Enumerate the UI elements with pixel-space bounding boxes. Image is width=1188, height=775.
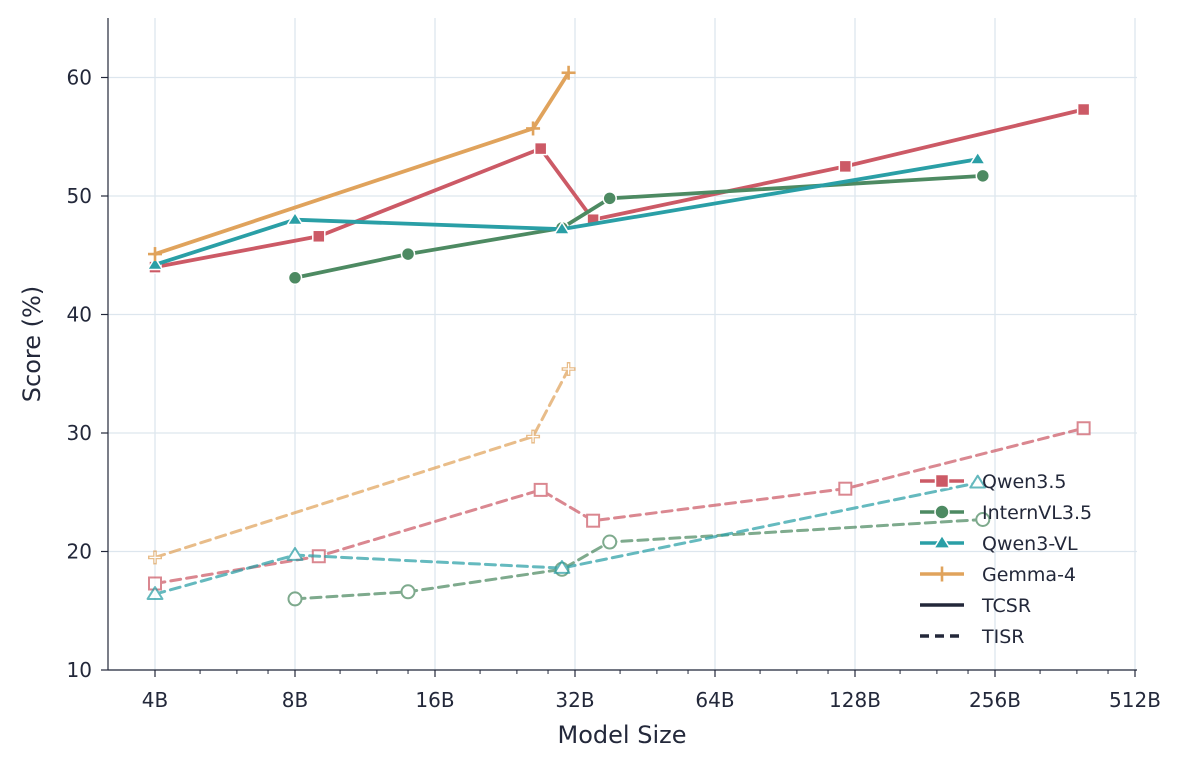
legend-item-internvl3-5: InternVL3.5 <box>920 502 1092 524</box>
y-tick-label: 30 <box>67 421 92 445</box>
data-point-qwen3-vl-tcsr <box>286 211 304 226</box>
data-point-qwen3-vl-tisr <box>969 474 987 489</box>
series-line-gemma-4-tisr <box>153 367 571 559</box>
y-tick-label: 60 <box>67 66 92 90</box>
x-axis-label: Model Size <box>558 721 687 749</box>
data-point-qwen3-vl-tcsr <box>969 151 986 165</box>
data-point-gemma-4-tcsr <box>561 65 576 80</box>
x-tick-label: 128B <box>829 688 881 712</box>
legend-label-qwen3-vl: Qwen3-VL <box>982 533 1078 555</box>
data-point-gemma-4-tcsr <box>148 247 162 262</box>
series-line-qwen3-vl-tisr <box>153 481 980 596</box>
data-point-qwen3-vl-tisr <box>553 560 571 574</box>
data-point-qwen3-5-tisr <box>586 513 601 528</box>
data-point-qwen3-5-tisr <box>838 481 853 496</box>
data-point-internvl3-5-tcsr <box>975 168 991 184</box>
y-tick-label: 20 <box>67 540 92 564</box>
data-point-internvl3-5-tisr <box>287 591 303 607</box>
legend-item-qwen3-vl: Qwen3-VL <box>920 533 1078 555</box>
x-tick-label: 8B <box>282 688 308 712</box>
data-point-internvl3-5-tisr <box>602 534 618 550</box>
data-point-internvl3-5-tisr <box>400 584 416 600</box>
series-layer <box>146 65 1091 607</box>
legend-label-qwen3-5: Qwen3.5 <box>982 471 1066 493</box>
y-tick-label: 40 <box>67 303 92 327</box>
x-tick-label: 16B <box>415 688 454 712</box>
legend-item-qwen3-5: Qwen3.5 <box>920 471 1066 493</box>
x-tick-label: 64B <box>695 688 734 712</box>
legend-label-tisr: TISR <box>981 626 1024 648</box>
legend-marker-internvl3-5 <box>934 504 950 520</box>
series-line-internvl3-5-tisr <box>293 518 985 601</box>
x-tick-label: 4B <box>142 688 168 712</box>
legend: Qwen3.5 InternVL3.5 Qwen3-VL Gemma-4 TCSR TIS… <box>920 471 1092 648</box>
legend-marker-qwen3-vl <box>933 534 951 549</box>
data-point-qwen3-vl-tisr <box>146 586 164 600</box>
data-point-qwen3-5-tcsr <box>1076 102 1091 117</box>
series-qwen3-vl-tisr <box>146 474 987 600</box>
y-tick-label: 10 <box>67 658 92 682</box>
data-point-internvl3-5-tcsr <box>287 270 303 286</box>
series-gemma-4-tcsr <box>148 65 576 262</box>
data-point-gemma-4-tisr <box>526 429 541 444</box>
data-point-internvl3-5-tcsr <box>602 191 617 206</box>
series-gemma-4-tisr <box>148 362 576 565</box>
legend-item-gemma-4: Gemma-4 <box>920 564 1076 586</box>
legend-label-gemma-4: Gemma-4 <box>982 564 1076 586</box>
series-qwen3-vl-tcsr <box>146 151 986 271</box>
legend-marker-qwen3-5 <box>934 473 950 489</box>
data-point-gemma-4-tisr <box>148 550 162 565</box>
y-tick-label: 50 <box>67 184 92 208</box>
x-tick-label: 32B <box>555 688 594 712</box>
data-point-qwen3-5-tcsr <box>312 229 326 244</box>
data-point-qwen3-5-tisr <box>533 482 548 497</box>
data-point-internvl3-5-tcsr <box>400 246 416 262</box>
data-point-internvl3-5-tisr <box>975 512 991 528</box>
x-tick-label: 512B <box>1109 688 1161 712</box>
data-point-gemma-4-tcsr <box>526 121 541 136</box>
y-axis-label: Score (%) <box>18 286 46 402</box>
series-line-qwen3-5-tcsr <box>153 107 1086 270</box>
legend-marker-gemma-4 <box>934 566 950 582</box>
data-point-qwen3-vl-tcsr <box>146 256 164 271</box>
legend-item-tcsr: TCSR <box>920 595 1031 617</box>
legend-label-internvl3-5: InternVL3.5 <box>982 502 1092 524</box>
axis-layer: 4B 8B 16B 32B 64B 128B 256B 512B 10 20 30 40 50 60 <box>67 18 1161 712</box>
data-point-qwen3-vl-tisr <box>286 546 304 561</box>
legend-item-tisr: TISR <box>920 626 1024 648</box>
series-internvl3-5-tcsr <box>287 168 991 286</box>
data-point-qwen3-vl-tcsr <box>553 221 571 235</box>
series-internvl3-5-tisr <box>287 512 991 607</box>
legend-label-tcsr: TCSR <box>981 595 1031 617</box>
data-point-gemma-4-tisr <box>561 362 576 377</box>
data-point-qwen3-5-tisr <box>1076 421 1091 436</box>
data-point-qwen3-5-tcsr <box>533 141 548 156</box>
data-point-qwen3-5-tcsr <box>838 159 853 174</box>
series-line-internvl3-5-tcsr <box>293 173 985 280</box>
x-tick-label: 256B <box>969 688 1021 712</box>
series-line-qwen3-vl-tcsr <box>153 157 980 267</box>
series-qwen3-5-tisr <box>148 421 1091 591</box>
series-qwen3-5-tcsr <box>148 102 1091 274</box>
